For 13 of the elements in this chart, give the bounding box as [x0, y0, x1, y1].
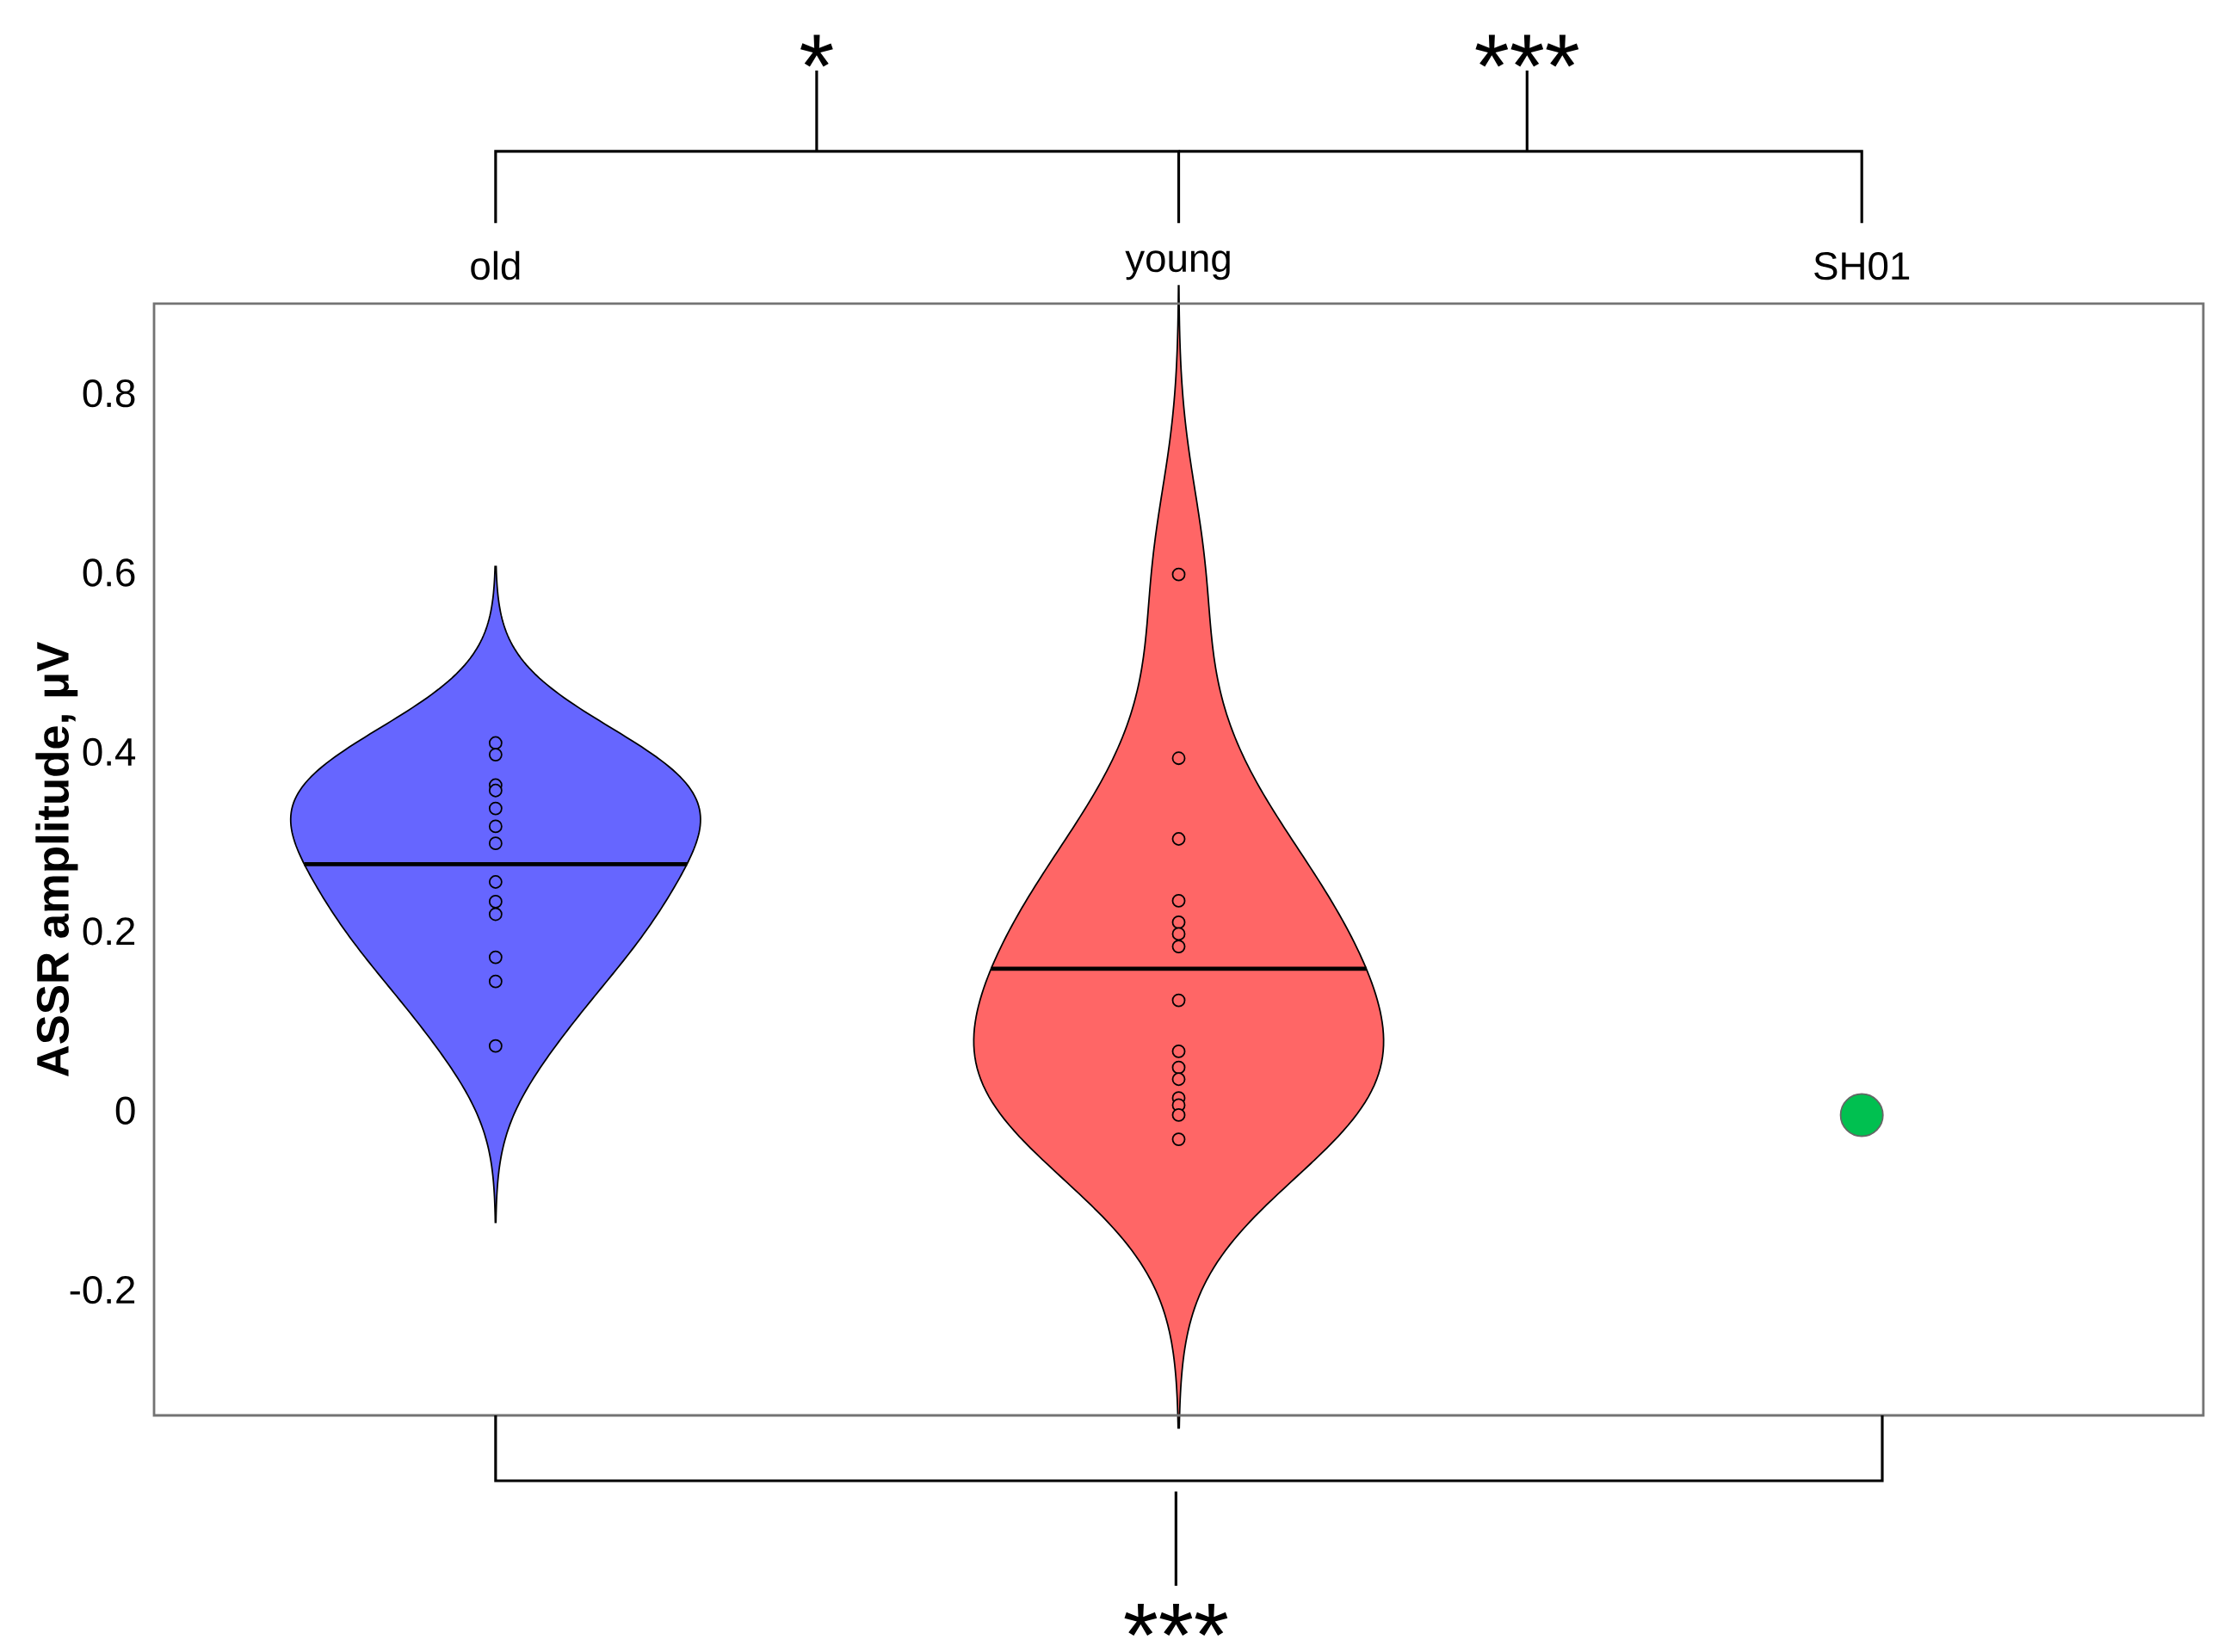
x-tick-label: old — [471, 250, 520, 280]
y-tick-label: 0 — [115, 1096, 135, 1125]
y-tick-label: 0.8 — [83, 379, 135, 408]
y-axis-title: ASSR amplitude, μV — [35, 641, 78, 1077]
text: *** — [1475, 34, 1579, 67]
x-tick-label: SH01 — [1814, 251, 1910, 280]
x-tick-label: young — [1125, 250, 1230, 280]
text: * — [800, 34, 833, 67]
y-tick-label: 0.6 — [83, 558, 135, 587]
text: *** — [1124, 1603, 1228, 1636]
y-tick-label: 0.4 — [83, 737, 136, 767]
y-tick-label: 0.2 — [83, 917, 135, 946]
y-tick-label: -0.2 — [70, 1275, 135, 1304]
